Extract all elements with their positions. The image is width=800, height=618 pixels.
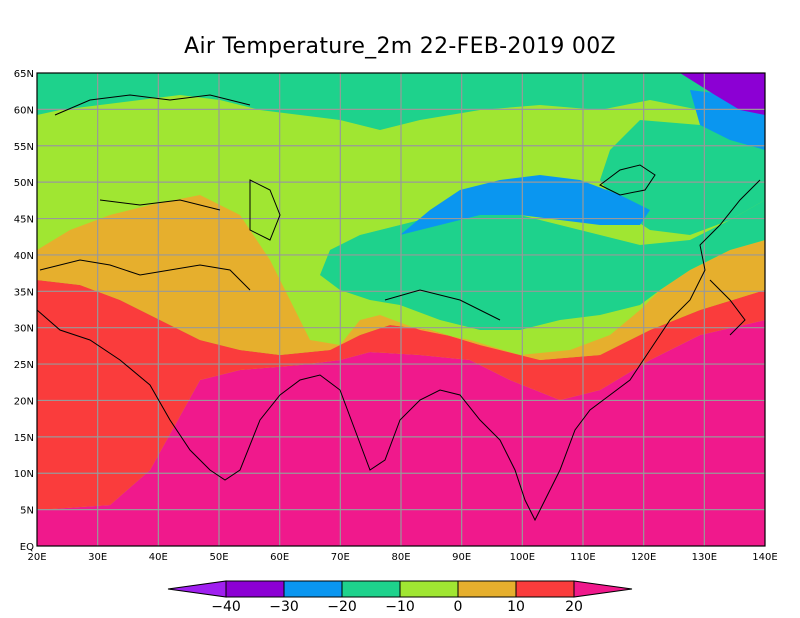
lon-label: 70E [331,552,350,563]
colorbar-labels: −40 −30 −20 −10 0 10 20 [211,599,583,615]
colorbar-segment [399,580,459,598]
plot-frame [36,72,766,547]
lat-label: 60N [14,105,34,116]
lon-label: 130E [692,552,717,563]
lat-label: 15N [14,433,34,444]
colorbar-segment [573,580,633,598]
colorbar-tick-label: 0 [454,599,463,615]
colorbar [167,580,633,598]
lon-label: 60E [270,552,289,563]
colorbar-tick-label: 20 [565,599,583,615]
band-minus10-0-central [320,200,765,330]
longitude-labels: 20E 30E 40E 50E 60E 70E 80E 90E 100E 110E 120E 130E… [27,552,777,563]
colorbar-segment [225,580,285,598]
lon-label: 50E [209,552,228,563]
colorbar-segment [341,580,401,598]
lat-label: 5N [20,506,34,517]
map-title: Air Temperature_2m 22-FEB-2019 00Z [184,34,616,59]
colorbar-segment [515,580,575,598]
band-minus20-minus10 [400,175,650,235]
lat-label: 10N [14,469,34,480]
band-10-20 [37,280,765,510]
lon-label: 100E [510,552,535,563]
map-gridlines [37,73,765,546]
lon-label: 110E [570,552,595,563]
colorbar-tick-label: 10 [507,599,525,615]
lon-label: 120E [631,552,656,563]
lat-label: 65N [14,69,34,80]
colorbar-segment [167,580,227,598]
lat-label: 55N [14,142,34,153]
lat-label: 35N [14,287,34,298]
lat-label: 25N [14,360,34,371]
lat-label: 50N [14,178,34,189]
lon-label: 20E [27,552,46,563]
lat-label: EQ [20,542,34,553]
lat-label: 30N [14,324,34,335]
lon-label: 140E [752,552,777,563]
colorbar-tick-label: −30 [269,599,299,615]
colorbar-segment [283,580,343,598]
band-below-30 [680,73,765,115]
lat-label: 20N [14,396,34,407]
coastlines [36,94,761,522]
lon-label: 40E [149,552,168,563]
colorbar-segment [457,580,517,598]
colorbar-tick-label: −10 [385,599,415,615]
lat-label: 45N [14,215,34,226]
lon-label: 90E [452,552,471,563]
colorbar-tick-label: −40 [211,599,241,615]
lon-label: 30E [88,552,107,563]
lon-label: 80E [391,552,410,563]
lat-label: 40N [14,251,34,262]
colorbar-tick-label: −20 [327,599,357,615]
latitude-labels: 65N 60N 55N 50N 45N 40N 35N 30N 25N 20N 15N 10N 5N EQ [14,69,34,553]
